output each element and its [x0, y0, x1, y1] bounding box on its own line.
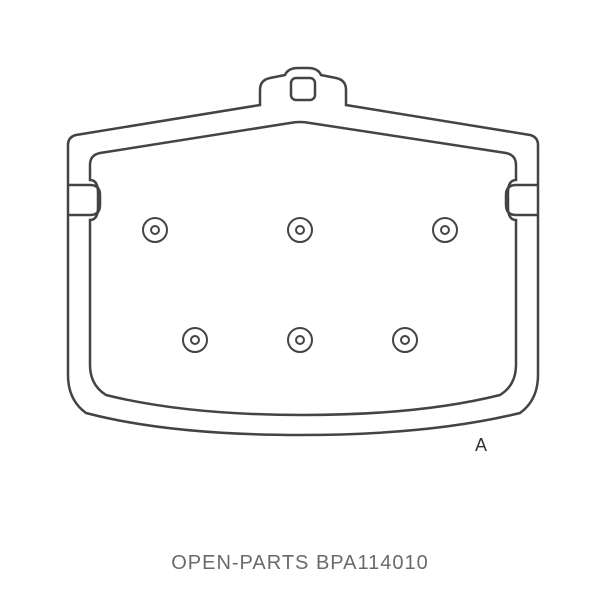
label-a: A — [475, 435, 487, 456]
part-number-label: BPA114010 — [316, 552, 429, 574]
inner-friction-pad — [90, 122, 516, 415]
rivet-group — [143, 218, 457, 352]
right-notch — [506, 185, 538, 215]
product-caption: OPEN-PARTS BPA114010 — [0, 552, 600, 575]
brand-label: OPEN-PARTS — [171, 552, 309, 574]
brake-pad-svg — [30, 65, 570, 445]
brake-pad-diagram: A — [30, 65, 570, 445]
left-notch — [68, 185, 100, 215]
top-tab-hole — [291, 78, 315, 100]
